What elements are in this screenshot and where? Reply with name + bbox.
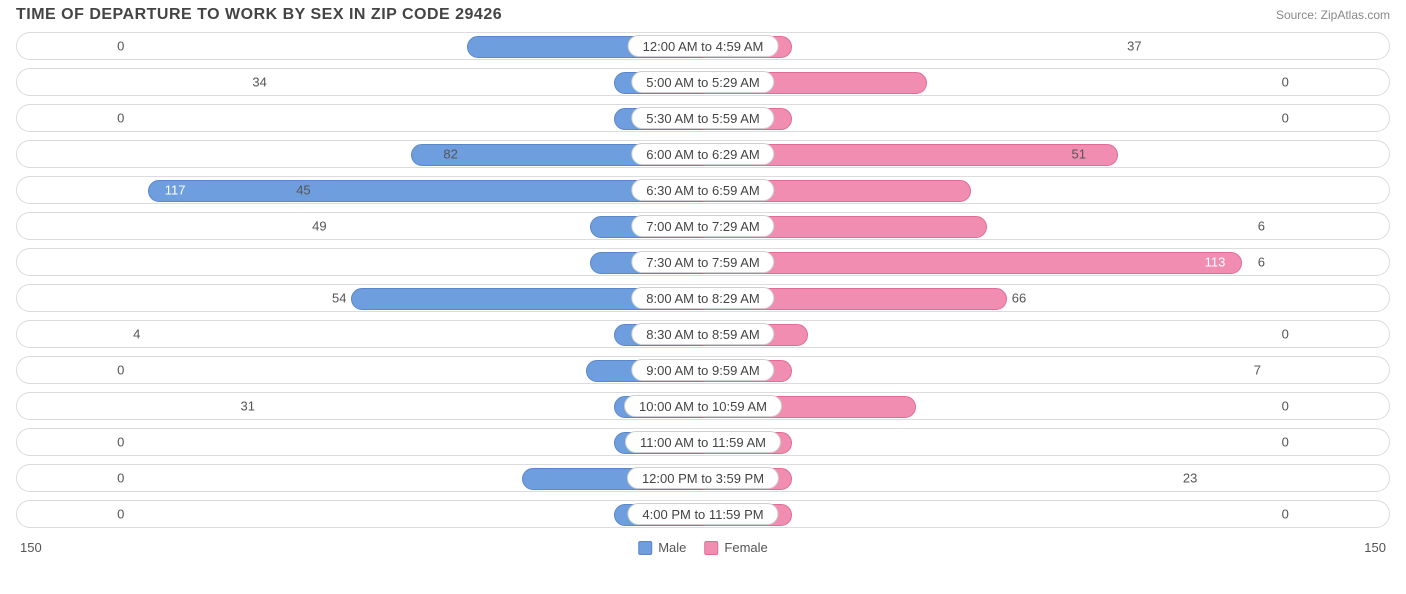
chart-row: 7:00 AM to 7:29 AM 6 49 bbox=[16, 212, 1390, 240]
female-value: 82 bbox=[443, 147, 457, 162]
chart-row: 8:30 AM to 8:59 AM 0 4 bbox=[16, 320, 1390, 348]
female-value: 0 bbox=[117, 111, 124, 126]
male-swatch-icon bbox=[638, 541, 652, 555]
legend-male: Male bbox=[638, 540, 686, 555]
legend-male-label: Male bbox=[658, 540, 686, 555]
male-value: 23 bbox=[1183, 471, 1197, 486]
female-value: 0 bbox=[117, 363, 124, 378]
chart-row: 5:30 AM to 5:59 AM 0 0 bbox=[16, 104, 1390, 132]
female-value: 0 bbox=[117, 471, 124, 486]
female-value: 4 bbox=[133, 327, 140, 342]
row-time-label: 11:00 AM to 11:59 AM bbox=[625, 431, 781, 453]
female-bar bbox=[703, 252, 1242, 274]
female-value: 31 bbox=[240, 399, 254, 414]
row-time-label: 7:00 AM to 7:29 AM bbox=[631, 215, 774, 237]
male-value: 7 bbox=[1254, 363, 1261, 378]
chart-row: 10:00 AM to 10:59 AM 0 31 bbox=[16, 392, 1390, 420]
chart-row: 7:30 AM to 7:59 AM 6 113 bbox=[16, 248, 1390, 276]
male-value: 117 bbox=[165, 183, 186, 198]
row-time-label: 7:30 AM to 7:59 AM bbox=[631, 251, 774, 273]
row-time-label: 9:00 AM to 9:59 AM bbox=[631, 359, 774, 381]
female-value: 0 bbox=[117, 39, 124, 54]
male-value: 0 bbox=[1282, 435, 1289, 450]
chart-row: 6:00 AM to 6:29 AM 51 82 bbox=[16, 140, 1390, 168]
female-value: 54 bbox=[332, 291, 346, 306]
female-value: 34 bbox=[252, 75, 266, 90]
row-time-label: 5:30 AM to 5:59 AM bbox=[631, 107, 774, 129]
male-value: 6 bbox=[1258, 255, 1265, 270]
male-value: 51 bbox=[1071, 147, 1085, 162]
male-value: 0 bbox=[1282, 399, 1289, 414]
legend-female-label: Female bbox=[724, 540, 767, 555]
male-value: 0 bbox=[1282, 327, 1289, 342]
chart-row: 9:00 AM to 9:59 AM 7 0 bbox=[16, 356, 1390, 384]
legend: Male Female bbox=[638, 540, 768, 555]
male-value: 66 bbox=[1012, 291, 1026, 306]
chart-row: 12:00 PM to 3:59 PM 23 0 bbox=[16, 464, 1390, 492]
chart-source: Source: ZipAtlas.com bbox=[1276, 8, 1390, 22]
row-time-label: 5:00 AM to 5:29 AM bbox=[631, 71, 774, 93]
male-value: 37 bbox=[1127, 39, 1141, 54]
chart-row: 11:00 AM to 11:59 AM 0 0 bbox=[16, 428, 1390, 456]
chart-row: 5:00 AM to 5:29 AM 0 34 bbox=[16, 68, 1390, 96]
chart-row: 8:00 AM to 8:29 AM 66 54 bbox=[16, 284, 1390, 312]
chart-header: TIME OF DEPARTURE TO WORK BY SEX IN ZIP … bbox=[0, 0, 1406, 26]
legend-female: Female bbox=[704, 540, 767, 555]
axis-left-max: 150 bbox=[20, 540, 42, 555]
x-axis: 150 Male Female 150 bbox=[0, 536, 1406, 555]
row-time-label: 12:00 AM to 4:59 AM bbox=[628, 35, 779, 57]
chart-row: 4:00 PM to 11:59 PM 0 0 bbox=[16, 500, 1390, 528]
diverging-bar-chart: 12:00 AM to 4:59 AM3705:00 AM to 5:29 AM… bbox=[0, 26, 1406, 528]
row-time-label: 6:30 AM to 6:59 AM bbox=[631, 179, 774, 201]
male-value: 0 bbox=[1282, 75, 1289, 90]
row-time-label: 6:00 AM to 6:29 AM bbox=[631, 143, 774, 165]
axis-right-max: 150 bbox=[1364, 540, 1386, 555]
male-bar bbox=[148, 180, 703, 202]
row-time-label: 12:00 PM to 3:59 PM bbox=[627, 467, 779, 489]
female-value: 0 bbox=[117, 507, 124, 522]
female-value: 49 bbox=[312, 219, 326, 234]
female-value: 113 bbox=[1205, 255, 1226, 270]
row-time-label: 8:30 AM to 8:59 AM bbox=[631, 323, 774, 345]
row-time-label: 10:00 AM to 10:59 AM bbox=[624, 395, 782, 417]
chart-title: TIME OF DEPARTURE TO WORK BY SEX IN ZIP … bbox=[16, 6, 502, 24]
male-value: 0 bbox=[1282, 111, 1289, 126]
row-time-label: 8:00 AM to 8:29 AM bbox=[631, 287, 774, 309]
male-value: 6 bbox=[1258, 219, 1265, 234]
chart-row: 12:00 AM to 4:59 AM 37 0 bbox=[16, 32, 1390, 60]
chart-row: 6:30 AM to 6:59 AM 117 45 bbox=[16, 176, 1390, 204]
female-value: 45 bbox=[296, 183, 310, 198]
male-value: 0 bbox=[1282, 507, 1289, 522]
female-swatch-icon bbox=[704, 541, 718, 555]
female-value: 0 bbox=[117, 435, 124, 450]
row-time-label: 4:00 PM to 11:59 PM bbox=[627, 503, 778, 525]
